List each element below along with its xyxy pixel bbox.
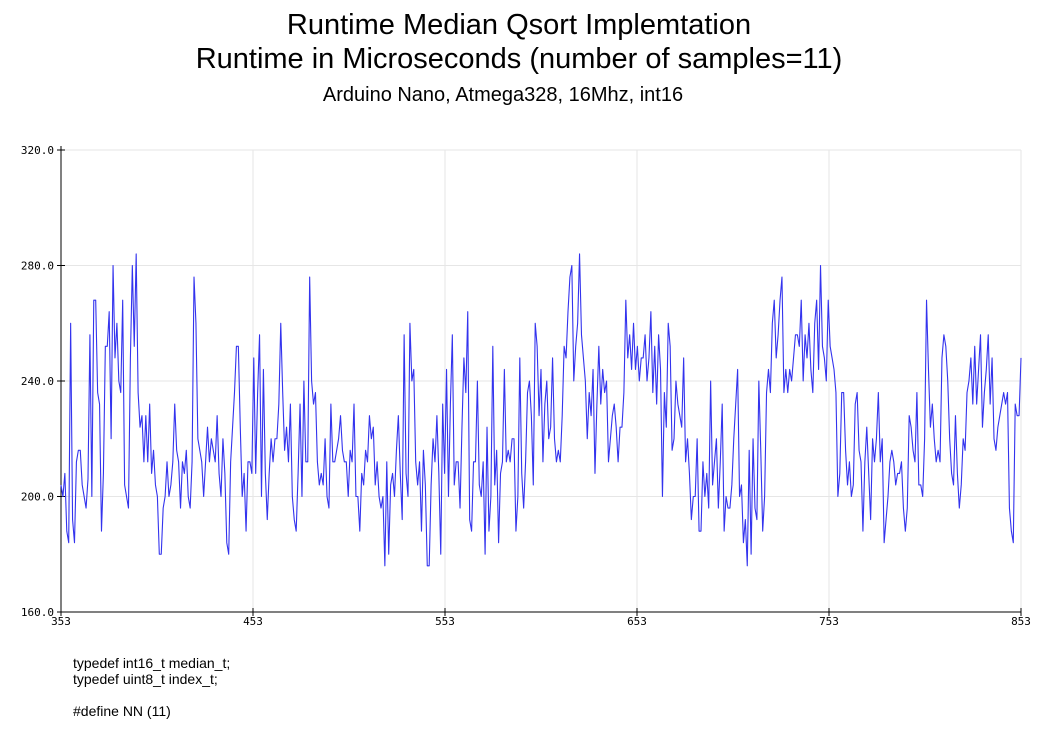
y-tick-label: 240.0 bbox=[21, 375, 54, 388]
grid-lines bbox=[61, 149, 1022, 612]
x-axis-ticks: 353 453 553 653 753 853 bbox=[51, 608, 1031, 628]
chart-subtitle: Arduino Nano, Atmega328, 16Mhz, int16 bbox=[322, 84, 684, 106]
y-tick-label: 320.0 bbox=[21, 144, 54, 157]
y-tick-label: 280.0 bbox=[21, 260, 54, 273]
x-tick-label: 853 bbox=[1011, 615, 1031, 628]
code-line-typedef-median: typedef int16_t median_t; bbox=[73, 655, 231, 671]
axes bbox=[60, 146, 1021, 613]
code-line-blank bbox=[73, 687, 230, 703]
y-tick-label: 200.0 bbox=[21, 491, 54, 504]
code-notes: typedef int16_t median_t; typedef uint8_… bbox=[73, 655, 230, 719]
y-axis-ticks: 160.0 200.0 240.0 280.0 320.0 bbox=[21, 144, 65, 619]
x-tick-label: 553 bbox=[435, 615, 455, 628]
code-line-typedef-index: typedef uint8_t index_t; bbox=[73, 671, 218, 687]
x-tick-label: 453 bbox=[243, 615, 263, 628]
title-block: Runtime Median Qsort Implemtation Runtim… bbox=[0, 8, 1038, 108]
x-tick-label: 753 bbox=[819, 615, 839, 628]
chart-title-line2: Runtime in Microseconds (number of sampl… bbox=[195, 43, 843, 75]
x-tick-label: 653 bbox=[627, 615, 647, 628]
runtime-series-line bbox=[60, 253, 1022, 567]
y-tick-label: 160.0 bbox=[21, 606, 54, 619]
chart-title: Runtime Median Qsort Implemtation bbox=[286, 9, 752, 41]
code-line-define-nn: #define NN (11) bbox=[73, 703, 171, 719]
x-tick-label: 353 bbox=[51, 615, 71, 628]
